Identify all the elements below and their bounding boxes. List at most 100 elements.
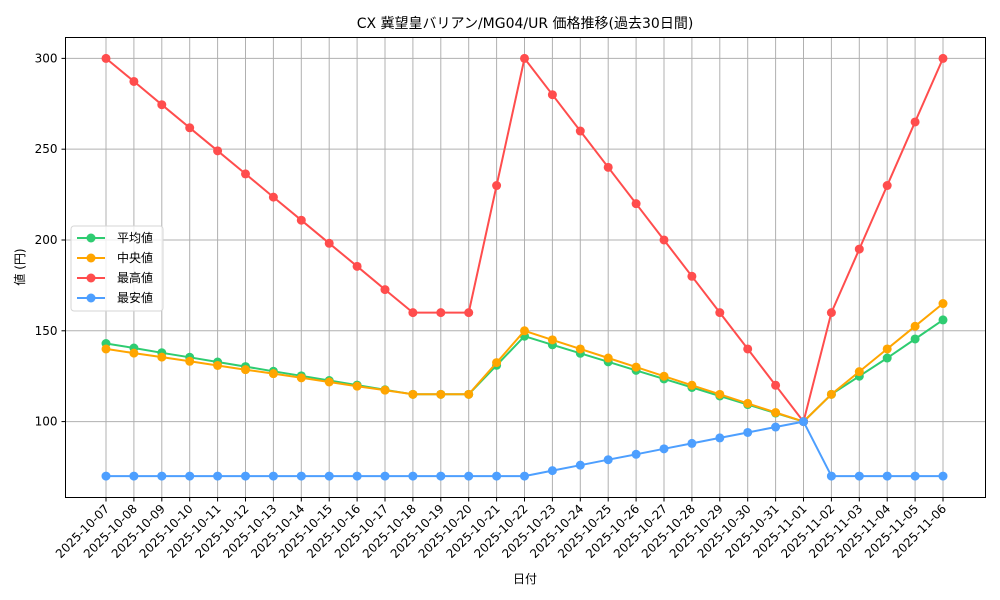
data-point-marker	[213, 146, 223, 156]
data-point-marker	[910, 471, 920, 481]
data-point-marker	[826, 471, 836, 481]
data-point-marker	[826, 389, 836, 399]
data-point-marker	[910, 117, 920, 127]
data-point-marker	[241, 365, 250, 375]
data-point-marker	[547, 90, 557, 100]
data-point-marker	[575, 126, 585, 136]
data-point-marker	[547, 466, 557, 476]
data-point-marker	[771, 408, 781, 418]
data-point-marker	[129, 348, 139, 358]
data-point-marker	[101, 471, 111, 481]
data-point-marker	[241, 169, 250, 179]
data-point-marker	[743, 398, 753, 408]
data-point-marker	[296, 215, 306, 225]
data-point-marker	[129, 76, 139, 86]
data-point-marker	[157, 100, 167, 110]
data-point-marker	[101, 344, 111, 354]
legend-label: 平均値	[117, 230, 153, 245]
data-point-marker	[157, 471, 167, 481]
data-point-marker	[436, 308, 446, 318]
data-point-marker	[882, 344, 892, 354]
data-point-marker	[520, 471, 529, 481]
data-point-marker	[659, 444, 669, 454]
data-point-marker	[213, 360, 223, 370]
data-point-marker	[185, 123, 195, 133]
y-tick-label: 150	[35, 324, 58, 338]
data-point-marker	[408, 471, 418, 481]
data-point-marker	[771, 380, 781, 390]
data-point-marker	[520, 326, 529, 336]
legend-marker-swatch	[86, 293, 96, 303]
data-point-marker	[687, 271, 697, 281]
data-point-marker	[882, 181, 892, 191]
data-point-marker	[603, 455, 613, 465]
y-axis-label: 値 (円)	[12, 248, 27, 285]
data-point-marker	[436, 389, 446, 399]
chart-title: CX 冀望皇バリアン/MG04/UR 価格推移(過去30日間)	[357, 16, 694, 32]
y-tick-label: 300	[35, 51, 58, 65]
legend-marker-swatch	[86, 253, 96, 263]
data-point-marker	[854, 471, 864, 481]
data-point-marker	[659, 371, 669, 381]
data-point-marker	[910, 334, 920, 344]
data-point-marker	[185, 356, 195, 366]
data-point-marker	[715, 389, 725, 399]
data-point-marker	[603, 162, 613, 172]
data-point-marker	[464, 389, 474, 399]
data-point-marker	[492, 358, 502, 368]
data-point-marker	[659, 235, 669, 245]
data-point-marker	[910, 321, 920, 331]
data-point-marker	[520, 53, 529, 63]
data-point-marker	[938, 315, 948, 325]
data-point-marker	[296, 471, 306, 481]
series-3	[101, 417, 948, 481]
data-point-marker	[492, 181, 502, 191]
legend-label: 中央値	[117, 250, 153, 265]
data-point-marker	[715, 308, 725, 318]
data-point-marker	[882, 471, 892, 481]
data-point-marker	[129, 471, 139, 481]
data-point-marker	[408, 389, 418, 399]
data-point-marker	[826, 308, 836, 318]
data-point-marker	[380, 471, 390, 481]
data-point-marker	[575, 344, 585, 354]
data-point-marker	[603, 353, 613, 363]
data-point-marker	[324, 238, 334, 248]
data-point-marker	[771, 422, 781, 432]
data-point-marker	[101, 53, 111, 63]
data-point-marker	[436, 471, 446, 481]
data-point-marker	[268, 369, 278, 379]
data-point-marker	[352, 471, 362, 481]
data-point-marker	[854, 244, 864, 254]
data-point-marker	[268, 471, 278, 481]
data-point-marker	[296, 373, 306, 383]
data-point-marker	[938, 53, 948, 63]
legend-marker-swatch	[86, 233, 96, 243]
data-point-marker	[157, 352, 167, 362]
data-point-marker	[380, 285, 390, 295]
data-point-marker	[687, 438, 697, 448]
legend-marker-swatch	[86, 273, 96, 283]
series-1	[101, 299, 948, 427]
y-tick-label: 250	[35, 142, 58, 156]
data-point-marker	[324, 471, 334, 481]
data-point-marker	[631, 449, 641, 459]
data-point-marker	[687, 380, 697, 390]
y-tick-label: 100	[35, 415, 58, 429]
data-point-marker	[882, 353, 892, 363]
data-point-marker	[799, 417, 808, 427]
data-point-marker	[547, 335, 557, 345]
data-point-marker	[575, 460, 585, 470]
data-point-marker	[241, 471, 250, 481]
data-point-marker	[408, 308, 418, 318]
data-point-marker	[715, 433, 725, 443]
data-point-marker	[185, 471, 195, 481]
data-point-marker	[492, 471, 502, 481]
data-point-marker	[743, 427, 753, 437]
data-point-marker	[268, 192, 278, 202]
data-point-marker	[631, 362, 641, 372]
plot-area-frame	[65, 37, 986, 498]
